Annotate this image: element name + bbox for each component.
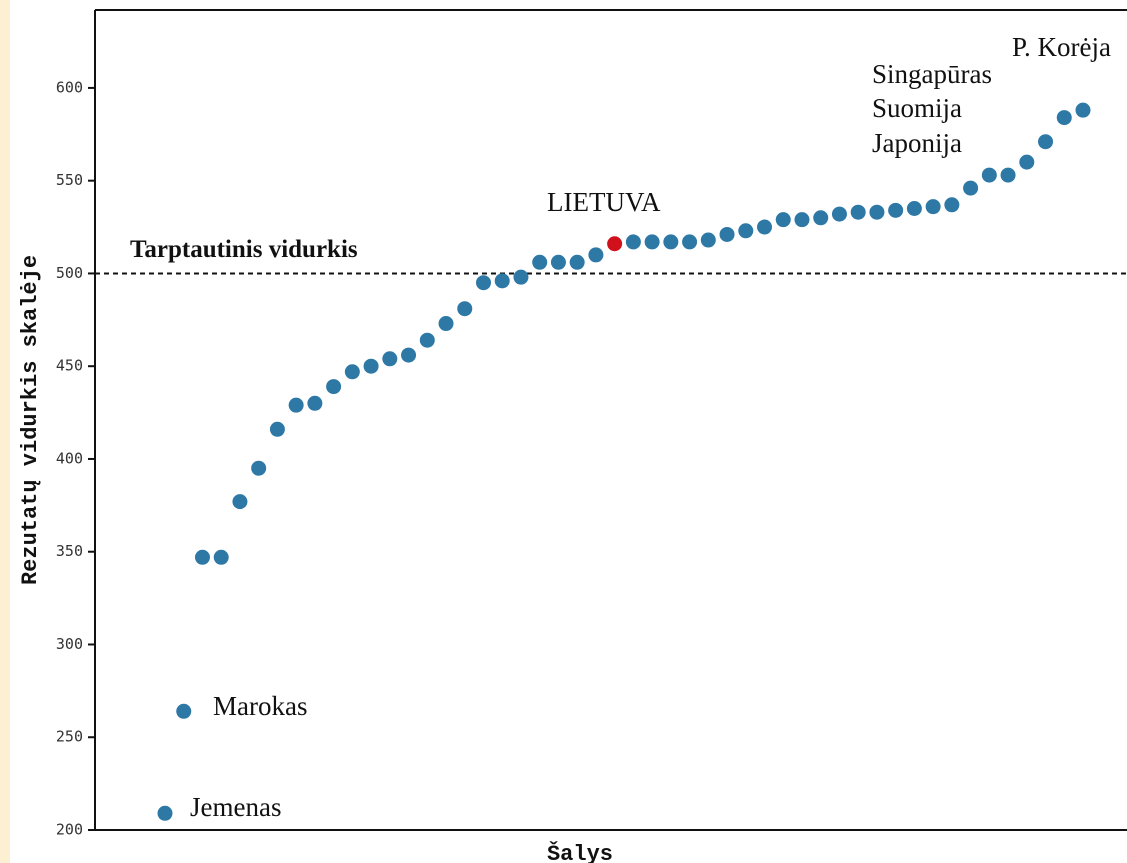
point <box>925 199 941 215</box>
point <box>213 549 229 565</box>
point <box>532 254 548 270</box>
point <box>1000 167 1016 183</box>
point <box>719 226 735 242</box>
point <box>700 232 716 248</box>
plot-background <box>10 0 1127 863</box>
point <box>1038 134 1054 150</box>
point <box>269 421 285 437</box>
point <box>1075 102 1091 118</box>
point <box>663 234 679 250</box>
annotation: Marokas <box>213 691 307 721</box>
annotation: Jemenas <box>190 792 281 822</box>
y-tick-label: 250 <box>56 728 83 746</box>
point <box>850 204 866 220</box>
point <box>401 347 417 363</box>
point <box>682 234 698 250</box>
point <box>232 494 248 510</box>
point <box>831 206 847 222</box>
point <box>363 358 379 374</box>
point <box>307 395 323 411</box>
x-axis-label: Šalys <box>547 841 613 863</box>
y-tick-label: 350 <box>56 542 83 560</box>
point <box>1056 110 1072 126</box>
point <box>382 351 398 367</box>
y-tick-label: 300 <box>56 635 83 653</box>
point <box>457 301 473 317</box>
point <box>869 204 885 220</box>
point <box>569 254 585 270</box>
point <box>625 234 641 250</box>
point <box>794 212 810 228</box>
point <box>513 269 529 285</box>
highlight-label: LIETUVA <box>547 187 661 217</box>
point <box>775 212 791 228</box>
point <box>644 234 660 250</box>
point <box>194 549 210 565</box>
point <box>738 223 754 239</box>
point <box>288 397 304 413</box>
highlight-point <box>607 236 623 252</box>
annotation: Suomija <box>872 93 962 123</box>
y-tick-label: 500 <box>56 264 83 282</box>
point <box>419 332 435 348</box>
y-tick-label: 200 <box>56 821 83 839</box>
point <box>888 202 904 218</box>
y-tick-label: 400 <box>56 449 83 467</box>
point <box>438 316 454 332</box>
reference-label: Tarptautinis vidurkis <box>130 236 358 263</box>
point <box>326 379 342 395</box>
point <box>494 273 510 289</box>
point <box>1019 154 1035 170</box>
point <box>344 364 360 380</box>
point <box>944 197 960 213</box>
point <box>906 201 922 217</box>
point <box>588 247 604 263</box>
point <box>757 219 773 235</box>
point <box>963 180 979 196</box>
annotation: P. Korėja <box>1012 32 1111 62</box>
point <box>176 703 192 719</box>
point <box>981 167 997 183</box>
y-tick-label: 600 <box>56 78 83 96</box>
y-tick-label: 450 <box>56 357 83 375</box>
y-tick-label: 550 <box>56 171 83 189</box>
point <box>813 210 829 226</box>
point <box>251 460 267 476</box>
annotation: Singapūras <box>872 59 992 89</box>
point <box>157 805 173 821</box>
annotation: Japonija <box>872 128 962 158</box>
y-axis-label: Rezutatų vidurkis skalėje <box>18 255 43 585</box>
point <box>550 254 566 270</box>
point <box>475 275 491 291</box>
